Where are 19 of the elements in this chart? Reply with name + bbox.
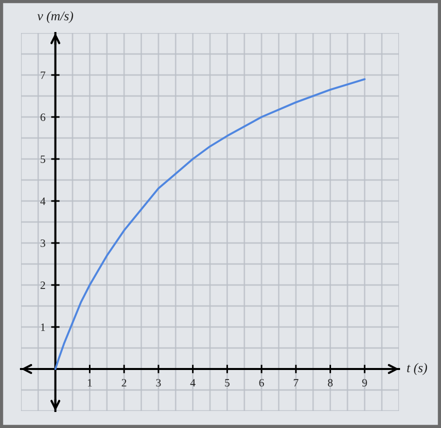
x-tick-label: 1 <box>88 379 92 386</box>
y-tick-label: 3 <box>40 239 46 247</box>
y-tick-label: 7 <box>40 72 46 79</box>
x-tick-label: 7 <box>294 379 298 386</box>
x-tick-label: 2 <box>122 379 126 386</box>
x-tick-label: 9 <box>362 379 367 387</box>
y-axis-title: v (m/s) <box>37 11 74 24</box>
x-tick-label: 8 <box>328 379 333 387</box>
x-tick-label: 6 <box>259 379 264 387</box>
x-tick-label: 3 <box>156 379 161 387</box>
x-axis-title: t (s) <box>407 363 428 375</box>
x-tick-label: 5 <box>225 379 230 387</box>
y-tick-label: 1 <box>41 324 45 331</box>
line-series <box>54 78 366 370</box>
y-tick-label: 2 <box>40 281 46 289</box>
y-tick-label: 6 <box>40 113 46 121</box>
y-tick-label: 4 <box>40 198 46 205</box>
x-tick-label: 4 <box>190 379 196 386</box>
y-tick-label: 5 <box>40 156 46 163</box>
